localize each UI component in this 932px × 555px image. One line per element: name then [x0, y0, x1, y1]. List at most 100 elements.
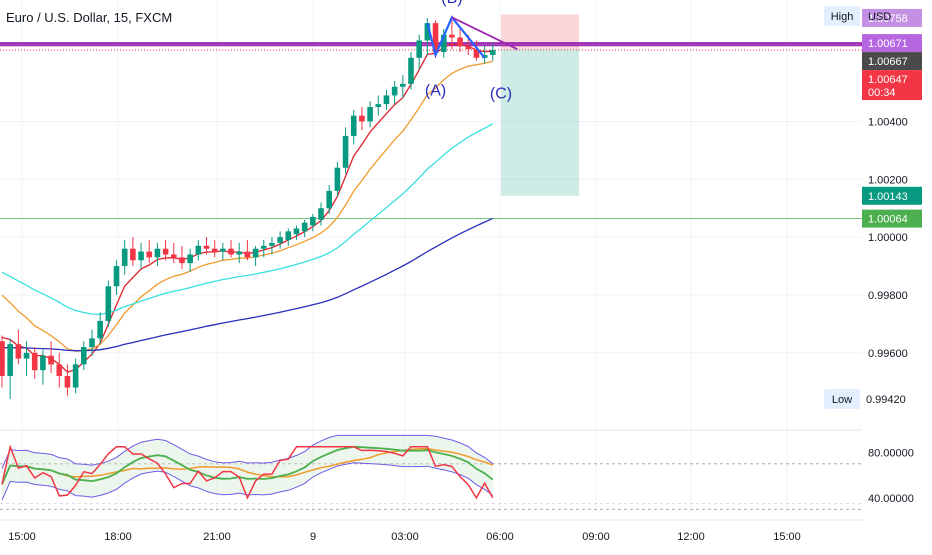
candle-body: [97, 321, 103, 339]
price-tag-value: 1.00667: [868, 56, 908, 68]
osc-main: [1, 444, 494, 500]
candle-body: [277, 237, 283, 243]
y-tick-label: 1.00000: [868, 232, 908, 244]
low-value: 0.99420: [866, 394, 906, 406]
trendline: [451, 16, 518, 50]
x-tick-label: 15:00: [773, 531, 801, 543]
wave-drawing: (A) (B) (C): [425, 0, 518, 102]
candle-body: [326, 190, 332, 209]
candle-body: [334, 167, 341, 191]
y-tick-label: 1.00400: [868, 116, 908, 128]
price-tag-support: 1.00064: [862, 209, 922, 228]
low-badge: Low 0.99420: [824, 389, 906, 409]
candle-body: [15, 344, 22, 359]
price-tag-level: 1.00667: [862, 52, 922, 71]
osc-upper: [1, 434, 494, 469]
candle-body: [195, 245, 202, 255]
price-tag-bg: [862, 186, 922, 205]
price-tag-value: 1.00143: [868, 191, 908, 203]
candle-body: [400, 83, 406, 87]
candle-body: [440, 34, 447, 53]
candle-body: [113, 266, 120, 287]
candle-body: [64, 375, 71, 388]
candle-body: [48, 355, 54, 365]
candle-body: [367, 107, 373, 122]
candle-body: [154, 248, 161, 258]
wave-label: (A): [425, 82, 446, 99]
price-tag-bg: [862, 209, 922, 228]
price-tag-bg: [862, 8, 922, 27]
ma-fast: [1, 43, 493, 373]
zigzag: [426, 15, 486, 59]
candle-body: [490, 50, 496, 55]
candle-body: [432, 23, 439, 53]
x-tick-label: 9: [310, 531, 316, 543]
candle-body: [449, 34, 455, 38]
target-zone: [501, 49, 579, 196]
high-label: High: [831, 11, 854, 23]
candle-body: [416, 40, 422, 58]
moving-averages: [1, 43, 494, 373]
candle-body: [244, 251, 251, 258]
x-tick-label: 09:00: [582, 531, 610, 543]
candle-body: [146, 251, 153, 258]
price-tag-bg: [862, 34, 922, 53]
price-tag-high: 1.00758: [862, 8, 922, 27]
candle-body: [260, 245, 267, 249]
candle-body: [130, 248, 136, 261]
price-tag-bg: [862, 52, 922, 71]
price-axis: 1.00400 1.00200 1.00000 0.99800 0.99600 80.00…: [862, 8, 922, 505]
x-tick-label: 21:00: [203, 531, 231, 543]
price-tag-value: 1.00758: [868, 13, 908, 25]
x-tick-label: 18:00: [104, 531, 132, 543]
candle-body: [138, 251, 144, 261]
candle-body: [81, 347, 87, 365]
candle-body: [408, 57, 414, 84]
candle-body: [310, 216, 316, 226]
candle-body: [301, 222, 308, 232]
grid: [0, 0, 862, 512]
candle-body: [236, 251, 243, 255]
ma-long: [1, 217, 494, 352]
osc-mid: [1, 445, 494, 485]
x-tick-label: 15:00: [8, 531, 36, 543]
chart-title: Euro / U.S. Dollar, 15, FXCM: [6, 10, 172, 25]
y-tick-label: 0.99800: [868, 290, 908, 302]
candle-body: [293, 228, 300, 235]
x-tick-label: 12:00: [677, 531, 705, 543]
candle-body: [0, 341, 5, 376]
horizontal-lines: [0, 42, 862, 220]
candle-body: [465, 46, 472, 50]
candle-body: [391, 86, 398, 96]
candle-body: [7, 344, 13, 376]
candle-body: [220, 248, 226, 252]
ma-slow: [1, 123, 494, 316]
candle-body: [457, 37, 463, 47]
candle-body: [162, 248, 169, 255]
candle-body: [285, 231, 292, 241]
time-axis: 15:00 18:00 21:00 9 03:00 06:00 09:00 12:00 15:0…: [0, 519, 862, 543]
candle-body: [424, 23, 431, 41]
oscillator-pane: [0, 434, 862, 510]
candle-body: [252, 248, 259, 258]
candle-body: [211, 248, 218, 252]
x-tick-label: 06:00: [486, 531, 514, 543]
osc-band: [2, 435, 493, 501]
candle-body: [375, 104, 382, 107]
candle-body: [72, 364, 79, 388]
candle-body: [473, 49, 480, 58]
osc-signal: [1, 447, 494, 485]
price-tag-value: 1.00647: [868, 74, 908, 86]
candle-body: [383, 95, 390, 105]
position-zones: [501, 14, 579, 196]
candle-body: [203, 245, 210, 249]
wave-label: (C): [490, 85, 512, 102]
candle-body: [359, 115, 365, 122]
price-tag-value: 1.00064: [868, 214, 908, 226]
high-badge: High: [824, 6, 860, 26]
ma-medium: [1, 60, 493, 352]
price-tag-target: 1.00143: [862, 186, 922, 205]
